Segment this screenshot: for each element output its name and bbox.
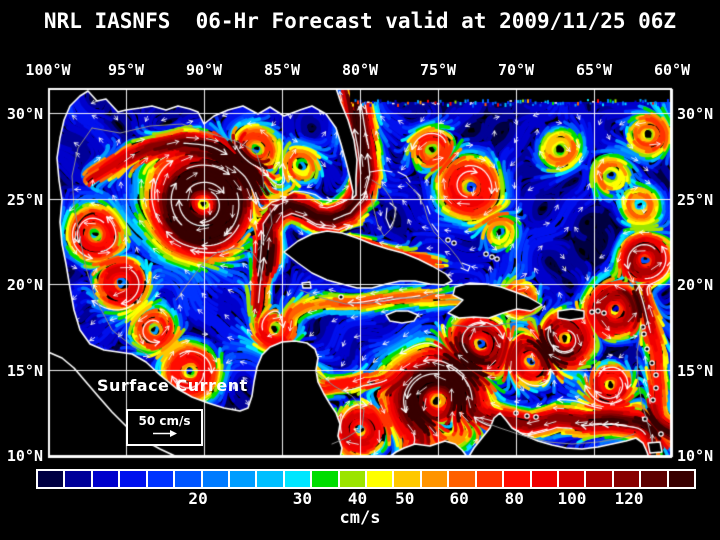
lat-tick-label-right: 25°N [677,190,714,209]
colorbar-swatch [421,471,448,487]
colorbar-swatch [284,471,311,487]
colorbar-swatch [367,471,393,487]
colorbar-swatch [476,471,503,487]
colorbar-swatch [613,471,640,487]
surface-current-label: Surface Current [97,376,248,395]
colorbar-tick-label: 120 [614,489,644,508]
lat-tick-label-right: 15°N [677,361,714,380]
current-scale-box: 50 cm/s [126,409,203,446]
colorbar-swatch [38,471,64,487]
colorbar-swatch [229,471,256,487]
colorbar-swatch [65,471,91,487]
lon-tick-label: 90°W [185,61,223,79]
lat-tick-label-right: 20°N [677,276,714,294]
lon-tick-label: 80°W [341,61,379,79]
scale-arrow-icon [152,430,177,437]
colorbar-tick-label: 50 [395,489,415,508]
colorbar-swatch [202,471,228,487]
lon-tick-label: 70°W [497,61,535,79]
scale-label: 50 cm/s [138,414,191,428]
lon-tick-label: 95°W [107,61,145,79]
plot-title: NRL IASNFS 06-Hr Forecast valid at 2009/… [43,9,677,33]
colorbar-swatch [668,471,695,487]
colorbar-tick-label: 100 [557,489,587,508]
colorbar-swatch [449,471,475,487]
colorbar [36,469,696,489]
lat-tick-label-left: 30°N [6,105,43,123]
colorbar-swatch [394,471,420,487]
lat-tick-label-left: 25°N [6,190,43,209]
colorbar-swatch [559,471,585,487]
lat-tick-label-right: 30°N [677,105,714,123]
colorbar-swatch [339,471,366,487]
colorbar-swatch [257,471,283,487]
lon-tick-label: 75°W [419,61,457,79]
lon-tick-label: 65°W [575,61,613,79]
colorbar-swatch [586,471,612,487]
colorbar-unit-label: cm/s [339,508,381,528]
lon-tick-label: 85°W [263,61,301,79]
colorbar-swatch [120,471,146,487]
lon-tick-label: 60°W [653,61,691,79]
colorbar-swatch [641,471,667,487]
lat-tick-label-left: 20°N [6,276,43,294]
lat-tick-label-right: 10°N [677,447,714,465]
lat-tick-label-left: 15°N [6,361,43,380]
colorbar-swatch [147,471,174,487]
colorbar-swatch [175,471,201,487]
colorbar-tick-label: 20 [188,489,208,508]
colorbar-swatch [504,471,530,487]
colorbar-tick-label: 40 [347,489,368,508]
lat-tick-label-left: 10°N [6,447,43,465]
colorbar-tick-label: 80 [504,489,524,508]
colorbar-swatch [92,471,119,487]
colorbar-tick-label: 60 [449,489,469,508]
colorbar-swatch [312,471,338,487]
colorbar-tick-label: 30 [292,489,312,508]
lon-tick-label: 100°W [25,61,71,79]
colorbar-swatch [531,471,558,487]
